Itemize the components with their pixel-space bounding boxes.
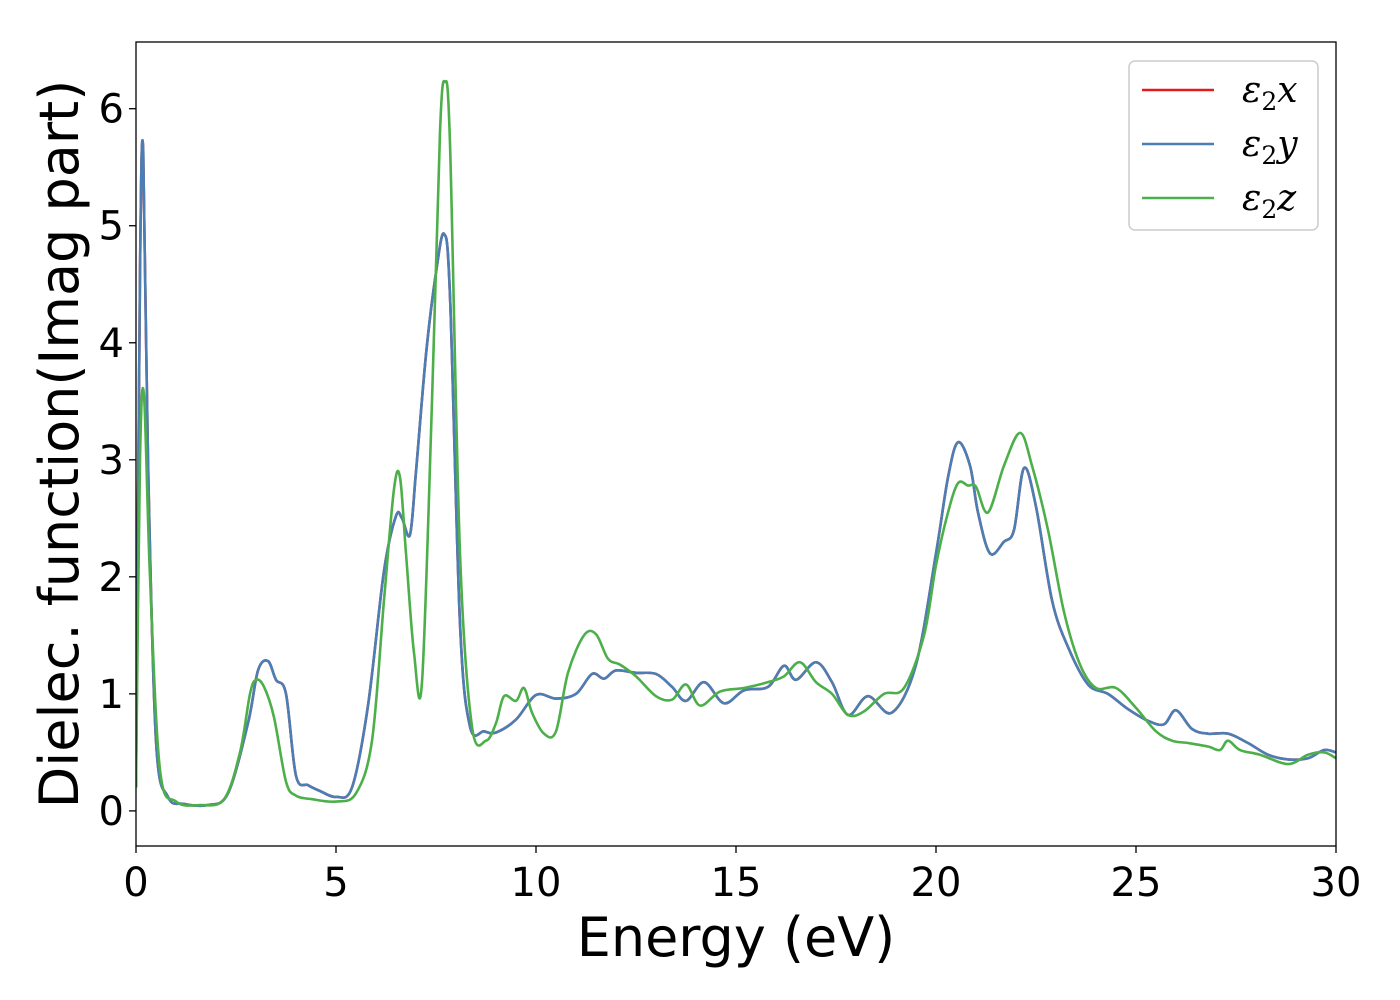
legend-label-x: ε2x — [1242, 70, 1298, 116]
y-tick-label: 3 — [99, 438, 124, 484]
y-tick-label: 0 — [99, 789, 124, 835]
x-tick-label: 25 — [1111, 860, 1162, 906]
y-axis-ticks: 0 1 2 3 4 5 6 — [99, 87, 136, 835]
legend-label-z: ε2z — [1242, 178, 1297, 224]
y-tick-label: 1 — [99, 672, 124, 718]
series-line-z — [136, 79, 1336, 807]
y-tick-label: 2 — [99, 555, 124, 601]
legend-label-y: ε2y — [1242, 124, 1298, 170]
legend-box — [1128, 60, 1319, 231]
x-axis-ticks: 0 5 10 15 20 25 30 — [123, 846, 1361, 906]
x-tick-label: 5 — [323, 860, 348, 906]
x-tick-label: 0 — [123, 860, 148, 906]
x-tick-label: 20 — [911, 860, 962, 906]
y-tick-label: 5 — [99, 204, 124, 250]
x-tick-label: 10 — [511, 860, 562, 906]
x-axis-title: Energy (eV) — [577, 906, 896, 969]
legend: ε2x ε2y ε2z — [1128, 60, 1319, 231]
plot-lines — [136, 79, 1336, 808]
x-tick-label: 15 — [711, 860, 762, 906]
y-tick-label: 4 — [99, 321, 124, 367]
y-tick-label: 6 — [99, 87, 124, 133]
x-tick-label: 30 — [1311, 860, 1362, 906]
y-axis-title: Dielec. function(Imag part) — [28, 80, 91, 809]
series-line-y — [136, 138, 1336, 808]
